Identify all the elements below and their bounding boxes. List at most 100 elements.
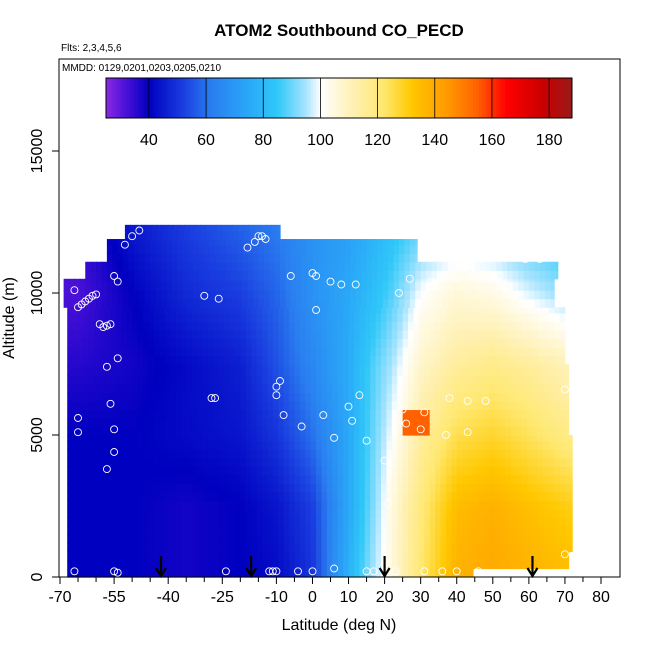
heatmap-cell: [305, 474, 312, 484]
heatmap-cell: [543, 329, 550, 340]
heatmap-cell: [380, 542, 387, 553]
heatmap-cell: [294, 321, 301, 331]
heatmap-cell: [310, 568, 317, 578]
heatmap-cell: [402, 383, 409, 393]
heatmap-cell: [554, 307, 561, 314]
heatmap-cell: [462, 534, 469, 544]
heatmap-cell: [283, 491, 290, 501]
heatmap-cell: [543, 435, 550, 442]
heatmap-cell: [289, 508, 296, 518]
heatmap-cell: [316, 383, 323, 393]
heatmap-cell: [94, 517, 101, 527]
heatmap-cell: [229, 392, 236, 402]
heatmap-cell: [159, 534, 166, 544]
sample-point: [272, 382, 281, 391]
heatmap-cell: [88, 449, 95, 459]
heatmap-cell: [123, 290, 130, 300]
heatmap-cell: [424, 491, 431, 501]
heatmap-cell: [399, 281, 406, 291]
heatmap-cell: [375, 500, 382, 510]
sample-point: [102, 321, 111, 330]
colorbar-segment: [382, 78, 387, 118]
heatmap-cell: [164, 440, 171, 450]
heatmap-cell: [245, 312, 252, 322]
heatmap-cell: [408, 517, 415, 527]
heatmap-cell: [229, 338, 236, 348]
colorbar-segment: [248, 78, 253, 118]
heatmap-cell: [415, 278, 422, 283]
heatmap-cell: [494, 525, 501, 535]
heatmap-cell: [510, 346, 517, 357]
heatmap-cell: [170, 466, 177, 476]
heatmap-cell: [83, 338, 90, 348]
heatmap-cell: [350, 261, 357, 271]
sample-point: [207, 394, 216, 403]
heatmap-cell: [469, 261, 476, 271]
heatmap-cell: [555, 270, 559, 280]
heatmap-cell: [559, 551, 566, 561]
heatmap-cell: [418, 329, 425, 340]
heatmap-cell: [299, 355, 306, 365]
heatmap-cell: [256, 457, 263, 467]
heatmap-cell: [96, 281, 103, 291]
heatmap-cell: [305, 426, 312, 436]
heatmap-cell: [321, 321, 328, 331]
heatmap-cell: [375, 417, 382, 428]
heatmap-cell: [294, 329, 301, 340]
heatmap-cell: [467, 383, 474, 393]
heatmap-cell: [402, 474, 409, 484]
heatmap-cell: [307, 290, 314, 300]
heatmap-cell: [170, 426, 177, 436]
heatmap-cell: [175, 457, 182, 467]
heatmap-cell: [334, 290, 341, 300]
heatmap-cell: [234, 542, 241, 553]
heatmap-cell: [283, 440, 290, 450]
heatmap-cell: [207, 449, 214, 459]
heatmap-cell: [245, 400, 252, 411]
heatmap-cell: [359, 435, 366, 442]
heatmap-cell: [408, 466, 415, 476]
heatmap-cell: [240, 426, 247, 436]
heatmap-cell: [204, 270, 211, 280]
heatmap-cell: [445, 534, 452, 544]
heatmap-cell: [370, 321, 377, 331]
heatmap-cell: [159, 400, 166, 411]
heatmap-cell: [274, 270, 281, 280]
heatmap-cell: [180, 346, 187, 357]
heatmap-cell: [72, 517, 79, 527]
colorbar-segment: [190, 78, 194, 118]
heatmap-cell: [215, 298, 222, 308]
heatmap-cell: [478, 364, 485, 368]
heatmap-cell: [148, 409, 155, 419]
heatmap-cell: [247, 261, 254, 271]
heatmap-cell: [462, 366, 469, 376]
heatmap-cell: [67, 534, 74, 544]
heatmap-cell: [164, 346, 171, 357]
heatmap-cell: [99, 551, 106, 561]
heatmap-cell: [132, 355, 139, 365]
heatmap-cell: [343, 375, 350, 385]
heatmap-cell: [186, 457, 193, 467]
heatmap-cell: [537, 435, 544, 442]
sample-point: [391, 567, 400, 576]
heatmap-cell: [332, 346, 339, 357]
heatmap-cell: [316, 457, 323, 467]
heatmap-cell: [370, 346, 377, 357]
heatmap-cell: [234, 483, 241, 493]
heatmap-cell: [521, 440, 528, 450]
colorbar-segment: [114, 78, 119, 118]
heatmap-cell: [170, 517, 177, 527]
heatmap-cell: [348, 491, 355, 501]
sample-point: [92, 290, 101, 299]
heatmap-cell: [483, 534, 490, 544]
heatmap-cell: [415, 281, 422, 291]
heatmap-cell: [323, 239, 330, 246]
heatmap-cell: [115, 491, 122, 501]
heatmap-cell: [564, 491, 571, 501]
colorbar-segment: [423, 78, 427, 118]
heatmap-cell: [537, 491, 544, 501]
heatmap-cell: [388, 278, 395, 283]
heatmap-cell: [316, 542, 323, 553]
heatmap-cell: [83, 559, 90, 570]
heatmap-cell: [532, 551, 539, 561]
